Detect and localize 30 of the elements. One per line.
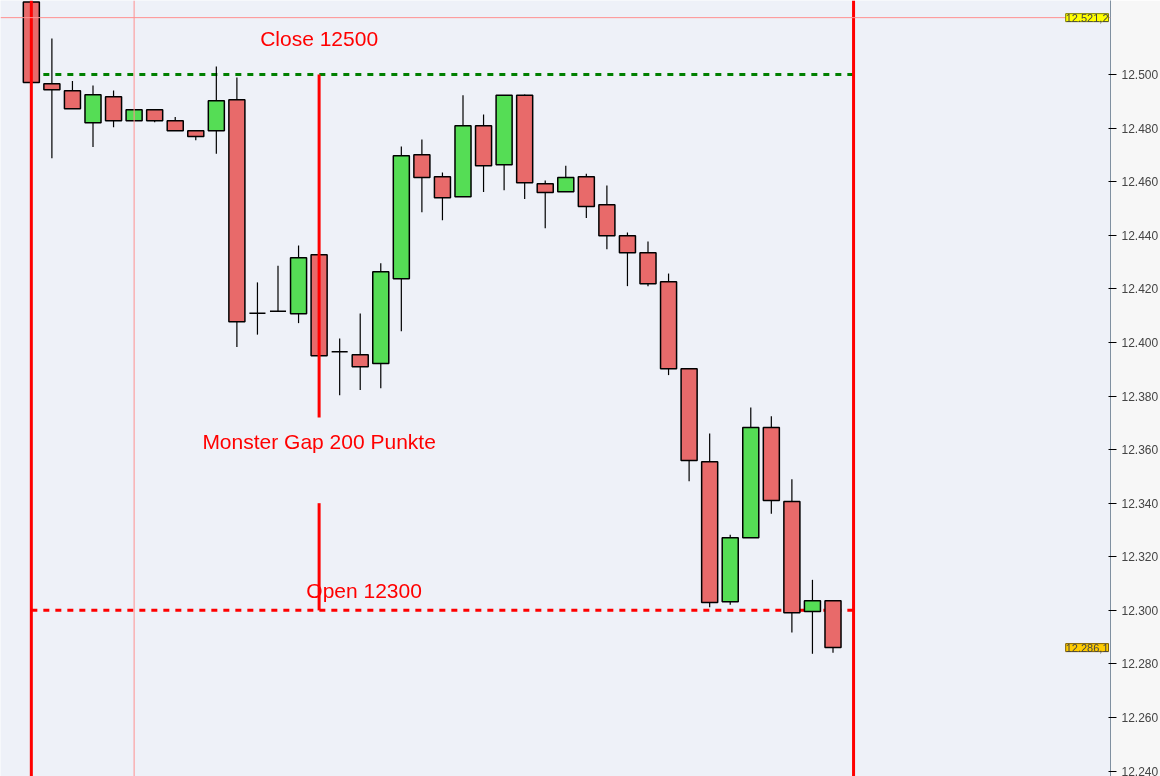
candlestick [536,179,554,229]
ref-line-label: Close 12500 [260,27,379,51]
candlestick [330,337,349,396]
y-tick-label: 12.280 [1121,657,1159,672]
y-tick-label: 12.240 [1121,764,1159,776]
candlestick [557,165,575,193]
y-tick-label: 12.260 [1121,711,1159,726]
candlestick [63,80,82,110]
y-tick-label: 12.400 [1121,335,1159,350]
y-tick-label: 12.420 [1121,282,1159,297]
y-tick-label: 12.340 [1121,496,1159,511]
y-tick-label: 12.320 [1121,550,1159,565]
candlestick [351,312,369,391]
y-tick-label: 12.380 [1121,389,1159,404]
candlestick [248,281,267,336]
annotation: 12.286,1 [1065,641,1109,654]
candlestick [803,579,822,655]
ref-line-label: 12.521,2 [1065,11,1109,24]
candlestick [433,171,452,221]
candlestick [413,138,431,213]
y-tick-label: 12.480 [1121,121,1159,136]
y-tick-label: 12.300 [1121,603,1159,618]
y-tick-label: 12.460 [1121,175,1159,190]
candlestick [269,265,287,313]
candlestick [618,231,637,287]
y-tick-label: 12.500 [1121,67,1159,82]
y-tick-label: 12.440 [1121,228,1159,243]
y-tick-label: 12.360 [1121,443,1159,458]
annotation: Monster Gap 200 Punkte [202,430,436,454]
candlestick [43,37,61,159]
